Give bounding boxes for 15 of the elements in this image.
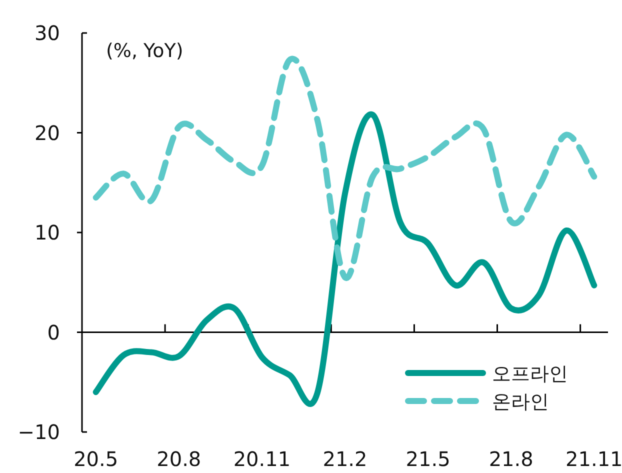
y-tick-label: −10 (18, 420, 60, 444)
y-tick-label: 30 (34, 21, 60, 45)
legend-label: 온라인 (492, 391, 549, 413)
x-tick-label: 21.5 (406, 447, 450, 471)
x-tick-label: 21.11 (566, 447, 622, 471)
y-axis-title: (%, YoY) (106, 40, 184, 62)
x-tick-label: 21.2 (322, 447, 368, 471)
y-tick-label: 0 (47, 320, 60, 344)
x-tick-label: 21.8 (488, 447, 534, 471)
x-tick-label: 20.8 (156, 447, 202, 471)
x-tick-label: 20.11 (233, 447, 291, 471)
y-tick-label: 10 (34, 220, 60, 244)
legend-label: 오프라인 (492, 363, 568, 385)
y-tick-label: 20 (34, 120, 60, 145)
x-tick-label: 20.5 (74, 447, 118, 471)
